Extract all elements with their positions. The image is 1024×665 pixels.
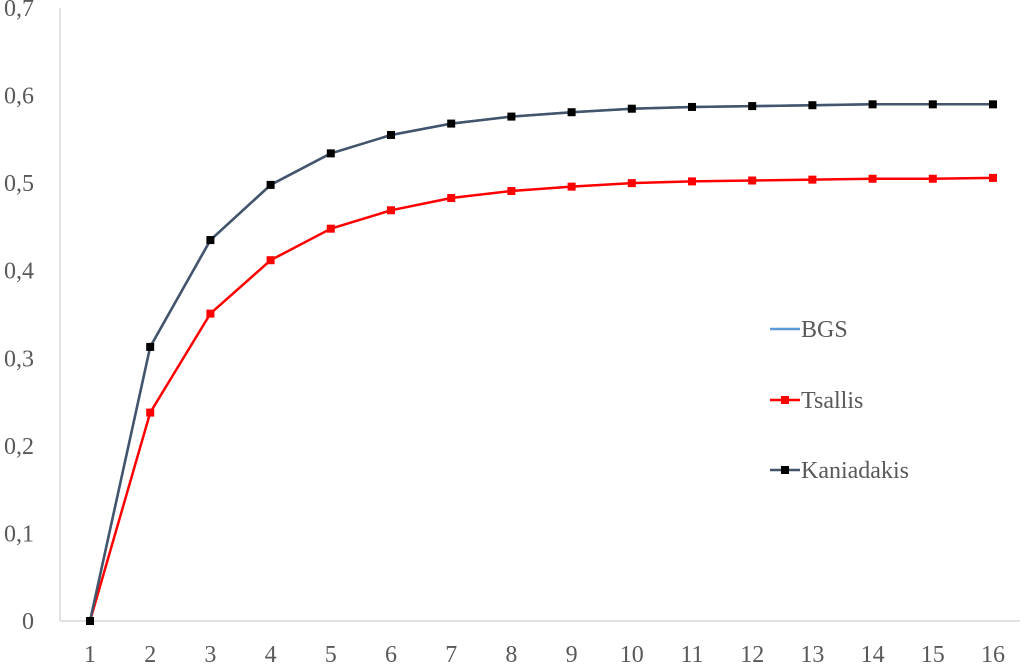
data-point [868, 174, 877, 183]
legend-item: BGS [770, 317, 848, 343]
legend: BGS Tsallis Kaniadakis [770, 317, 909, 484]
legend-item: Kaniadakis [770, 458, 909, 484]
data-point [928, 100, 937, 109]
data-point [447, 119, 456, 128]
data-point [989, 100, 997, 109]
data-point [748, 102, 757, 111]
y-tick-label: 0,3 [4, 346, 34, 372]
data-point [507, 187, 516, 196]
x-tick-label: 4 [265, 642, 277, 665]
x-tick-label: 1 [84, 642, 96, 665]
y-tick-label: 0,2 [4, 434, 34, 460]
legend-item: Tsallis [770, 388, 863, 414]
series-lines [86, 100, 997, 625]
x-axis-tick-labels: 1 2 3 4 5 6 7 8 9 10 11 12 13 14 15 16 [84, 642, 1005, 665]
data-point [808, 101, 817, 110]
x-tick-label: 2 [144, 642, 156, 665]
legend-label: Kaniadakis [801, 458, 909, 484]
data-point [206, 309, 215, 318]
y-tick-label: 0,1 [4, 521, 34, 547]
data-point [507, 112, 516, 121]
y-axis-tick-labels: 0 0,1 0,2 0,3 0,4 0,5 0,6 0,7 [4, 0, 34, 635]
data-point [387, 130, 395, 139]
data-point [989, 173, 997, 182]
x-tick-label: 8 [505, 642, 517, 665]
x-tick-label: 10 [620, 642, 644, 665]
data-point [206, 236, 215, 245]
x-tick-label: 13 [800, 642, 824, 665]
y-tick-label: 0,5 [4, 171, 34, 197]
series-line [88, 103, 993, 622]
data-point [688, 177, 696, 186]
data-point [266, 256, 275, 265]
x-tick-label: 7 [445, 642, 457, 665]
x-tick-label: 15 [921, 642, 945, 665]
data-point [447, 194, 456, 203]
legend-label: Tsallis [801, 388, 863, 414]
legend-marker [781, 466, 789, 474]
x-tick-label: 5 [325, 642, 337, 665]
x-tick-label: 14 [861, 642, 885, 665]
x-tick-label: 16 [981, 642, 1005, 665]
series-kaniadakis [86, 100, 997, 625]
data-point [808, 175, 817, 184]
x-tick-label: 9 [566, 642, 578, 665]
data-point [567, 182, 576, 191]
legend-label: BGS [801, 317, 848, 343]
data-point [748, 176, 757, 185]
data-point [567, 108, 576, 117]
series-bgs [88, 103, 993, 622]
y-tick-label: 0 [22, 609, 34, 635]
data-point [146, 408, 155, 417]
x-tick-label: 6 [385, 642, 397, 665]
data-point [86, 617, 94, 625]
data-point [326, 224, 335, 233]
y-tick-label: 0,7 [4, 0, 34, 22]
x-tick-label: 12 [740, 642, 764, 665]
data-point [688, 102, 696, 111]
y-tick-label: 0,6 [4, 84, 34, 110]
data-point [868, 100, 877, 109]
series-line [88, 103, 993, 622]
y-tick-label: 0,4 [4, 259, 34, 285]
data-point [928, 174, 937, 183]
series-line [88, 176, 994, 622]
x-tick-label: 11 [680, 642, 703, 665]
data-point [146, 342, 155, 351]
data-point [266, 180, 275, 189]
x-tick-label: 3 [204, 642, 216, 665]
legend-marker [781, 396, 789, 404]
data-point [326, 149, 335, 158]
data-point [387, 206, 395, 215]
axes [59, 8, 1020, 622]
data-point [627, 179, 636, 188]
data-point [627, 104, 636, 113]
